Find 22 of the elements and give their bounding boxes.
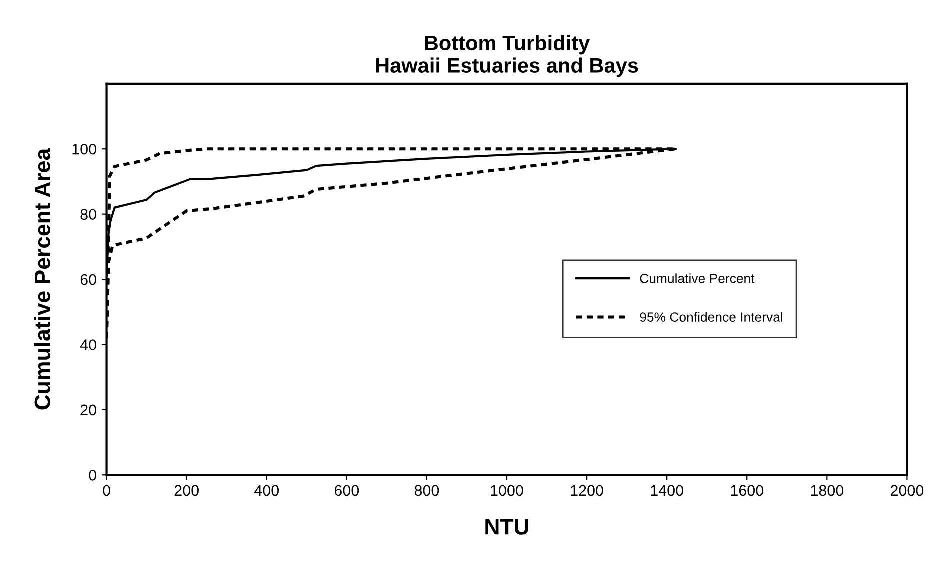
- legend-label: 95% Confidence Interval: [640, 312, 782, 322]
- x-tick-label: 1000: [491, 485, 524, 496]
- y-axis-title: Cumulative Percent Area: [34, 148, 51, 410]
- x-axis-title: NTU: [486, 519, 528, 535]
- chart-title: Bottom Turbidity Hawaii Estuaries and Bays: [376, 35, 638, 78]
- x-tick-label: 2000: [890, 485, 924, 496]
- x-tick-label: 1200: [571, 485, 604, 496]
- legend-label: Cumulative Percent: [640, 274, 755, 284]
- x-tick-label: 400: [254, 485, 280, 496]
- x-tick-label: 1800: [811, 485, 844, 496]
- y-tick-label: 80: [80, 209, 96, 220]
- y-tick-label: 60: [80, 274, 96, 286]
- x-tick-label: 1600: [731, 485, 764, 496]
- y-tick-label: 40: [80, 340, 96, 350]
- x-tick-label: 0: [103, 485, 110, 496]
- y-tick-label: 100: [72, 144, 96, 155]
- y-tick-label: 20: [80, 404, 96, 416]
- x-tick-label: 600: [334, 485, 360, 496]
- y-tick-label: 0: [89, 470, 96, 481]
- x-tick-label: 1400: [651, 485, 684, 496]
- x-tick-label: 200: [174, 485, 199, 496]
- x-tick-label: 800: [414, 485, 440, 496]
